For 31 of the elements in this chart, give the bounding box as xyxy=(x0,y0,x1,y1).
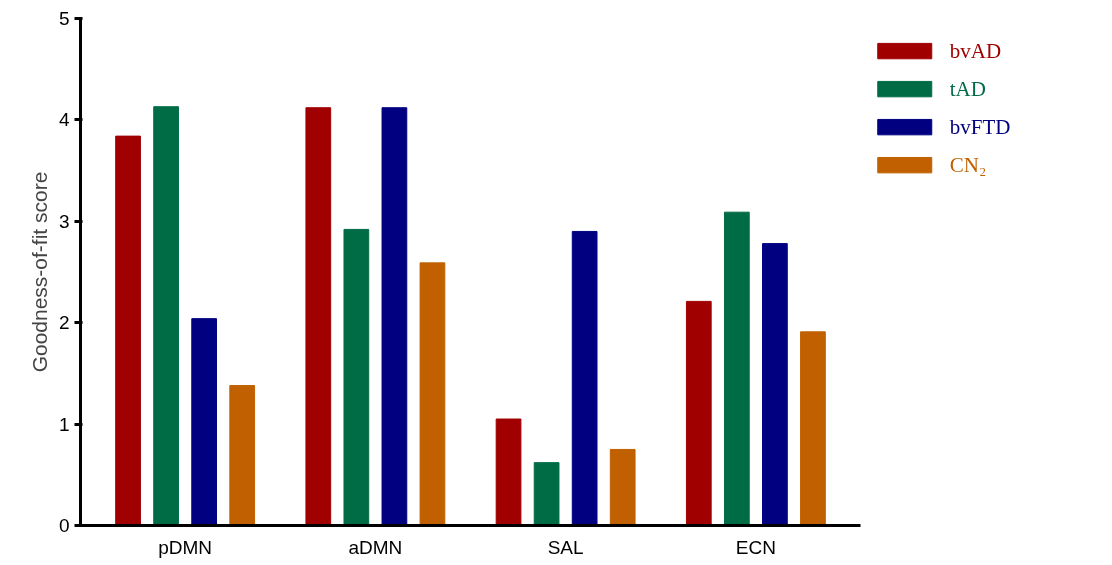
x-tick-label: pDMN xyxy=(158,536,213,558)
legend-label: CN₂ xyxy=(949,153,987,178)
legend-label: tAD xyxy=(949,77,986,102)
x-tick-label: aDMN xyxy=(348,536,403,558)
legend-label: bvAD xyxy=(949,39,1002,64)
x-tick-label: SAL xyxy=(547,536,584,558)
x-tick-label: ECN xyxy=(735,536,776,558)
bar xyxy=(229,385,256,526)
y-tick-label: 2 xyxy=(58,312,70,334)
y-tick-label: 3 xyxy=(58,210,70,232)
bar xyxy=(533,462,560,526)
bar xyxy=(685,300,712,526)
y-tick-label: 1 xyxy=(58,413,70,435)
bar xyxy=(571,230,598,526)
bar xyxy=(343,228,370,526)
bar xyxy=(153,106,179,526)
bar xyxy=(305,107,332,526)
legend-label: bvFTD xyxy=(949,115,1011,140)
bar xyxy=(609,448,636,526)
y-tick-label: 4 xyxy=(58,109,70,131)
bar xyxy=(495,418,522,526)
bar xyxy=(723,211,750,526)
bar xyxy=(191,318,218,526)
bar xyxy=(381,107,408,526)
bar xyxy=(800,331,826,526)
y-axis-title: Goodness-of-fit score xyxy=(27,171,51,373)
bar xyxy=(419,262,446,526)
y-tick-label: 0 xyxy=(58,515,70,536)
y-tick-label: 5 xyxy=(58,8,70,29)
bar xyxy=(115,135,141,526)
bar xyxy=(762,243,788,526)
